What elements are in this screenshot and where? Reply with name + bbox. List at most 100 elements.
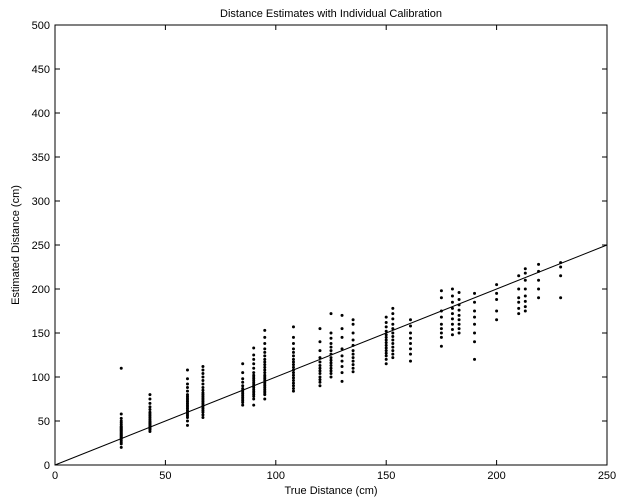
x-axis-ticks: 0 50 100 150 200 250 xyxy=(52,25,616,482)
data-point xyxy=(340,371,344,375)
data-point xyxy=(391,331,395,335)
data-point xyxy=(340,364,344,368)
data-point xyxy=(384,354,388,358)
data-point xyxy=(148,401,152,405)
data-point xyxy=(291,371,295,375)
data-point xyxy=(263,350,267,354)
data-point xyxy=(329,364,333,368)
data-point xyxy=(439,289,443,293)
data-point xyxy=(329,336,333,340)
data-point xyxy=(119,442,123,446)
data-point xyxy=(537,262,541,266)
data-point xyxy=(119,412,123,416)
data-point xyxy=(351,331,355,335)
x-axis-title: True Distance (cm) xyxy=(284,485,377,497)
data-point xyxy=(457,331,461,335)
data-point xyxy=(523,271,527,275)
data-point xyxy=(351,366,355,370)
data-point xyxy=(201,388,205,392)
data-point xyxy=(340,313,344,317)
data-point xyxy=(148,397,152,401)
data-point xyxy=(351,318,355,322)
data-point xyxy=(263,328,267,332)
data-point xyxy=(291,379,295,383)
data-point xyxy=(384,315,388,319)
data-point xyxy=(384,349,388,353)
y-axis-ticks: 0 50 100 150 200 250 300 350 400 450 500 xyxy=(32,20,607,472)
data-point xyxy=(473,315,477,319)
data-point xyxy=(391,312,395,316)
data-point xyxy=(119,366,123,370)
data-point xyxy=(391,349,395,353)
data-point xyxy=(384,346,388,350)
data-point xyxy=(384,320,388,324)
data-point xyxy=(329,312,333,316)
data-point xyxy=(291,347,295,351)
data-point xyxy=(384,341,388,345)
data-point xyxy=(523,309,527,313)
y-tick-label: 250 xyxy=(32,240,50,252)
data-point xyxy=(450,312,454,316)
data-point xyxy=(473,300,477,304)
data-point xyxy=(439,335,443,339)
y-axis-title: Estimated Distance (cm) xyxy=(10,185,22,305)
data-point xyxy=(201,415,205,419)
data-point xyxy=(408,331,412,335)
data-point xyxy=(439,331,443,335)
data-point xyxy=(408,342,412,346)
data-point xyxy=(384,338,388,342)
data-point xyxy=(252,403,256,407)
data-point xyxy=(457,318,461,322)
data-point xyxy=(263,342,267,346)
data-point xyxy=(201,382,205,386)
data-point xyxy=(291,342,295,346)
data-point xyxy=(329,352,333,356)
data-point xyxy=(391,356,395,360)
data-point xyxy=(263,360,267,364)
data-point xyxy=(291,384,295,388)
data-point xyxy=(391,338,395,342)
data-point xyxy=(252,394,256,398)
data-point xyxy=(329,369,333,373)
data-point xyxy=(450,327,454,331)
data-point xyxy=(523,278,527,282)
data-point xyxy=(119,416,123,420)
data-point xyxy=(457,298,461,302)
data-point xyxy=(263,335,267,339)
data-point xyxy=(391,322,395,326)
data-point xyxy=(351,343,355,347)
data-point xyxy=(329,356,333,360)
data-point xyxy=(291,363,295,367)
data-point xyxy=(384,333,388,337)
data-point xyxy=(329,345,333,349)
data-point xyxy=(473,322,477,326)
data-point xyxy=(263,365,267,369)
data-point xyxy=(241,401,245,405)
data-point xyxy=(263,347,267,351)
x-tick-label: 200 xyxy=(487,470,505,482)
y-tick-label: 0 xyxy=(44,460,50,472)
data-point xyxy=(351,363,355,367)
data-point xyxy=(391,342,395,346)
x-tick-label: 150 xyxy=(377,470,395,482)
data-point xyxy=(291,386,295,390)
chart-title: Distance Estimates with Individual Calib… xyxy=(220,8,442,20)
data-point xyxy=(408,359,412,363)
data-point xyxy=(241,380,245,384)
data-point xyxy=(384,351,388,355)
data-point xyxy=(318,327,322,331)
data-point xyxy=(351,352,355,356)
data-point xyxy=(252,362,256,366)
data-point xyxy=(517,312,521,316)
data-point xyxy=(291,350,295,354)
data-point xyxy=(318,380,322,384)
data-point xyxy=(450,294,454,298)
data-point xyxy=(495,298,499,302)
data-point xyxy=(523,267,527,271)
data-point xyxy=(318,364,322,368)
data-point xyxy=(291,376,295,380)
data-point xyxy=(185,368,189,372)
data-point xyxy=(318,375,322,379)
data-point xyxy=(263,397,267,401)
data-point xyxy=(263,371,267,375)
